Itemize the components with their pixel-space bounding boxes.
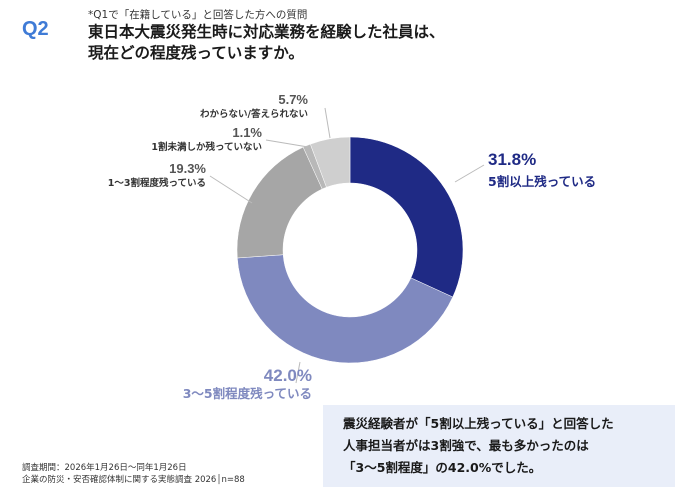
question-number: Q2 xyxy=(22,18,49,40)
donut-slice xyxy=(237,254,454,364)
survey-period: 調査期間：2026年1月26日～同年1月26日 xyxy=(22,463,187,473)
summary-line-3: 「3～5割程度」の42.0%でした。 xyxy=(343,460,542,475)
leader-line xyxy=(295,361,301,384)
leader-line xyxy=(265,139,309,148)
slice-value-label: 5.7% xyxy=(278,92,308,107)
title-line-1: 東日本大震災発生時に対応業務を経験した社員は、 xyxy=(88,23,445,41)
chart-title: 東日本大震災発生時に対応業務を経験した社員は、 現在どの程度残っていますか。 xyxy=(88,22,445,64)
slice-value-label: 31.8% xyxy=(488,150,536,169)
summary-box: 震災経験者が「5割以上残っている」と回答した 人事担当者がは3割強で、最も多かっ… xyxy=(323,405,675,487)
leader-line xyxy=(209,175,253,204)
slice-category-label: 3～5割程度残っている xyxy=(183,386,312,401)
slice-category-label: 1～3割程度残っている xyxy=(108,177,206,189)
slice-category-label: 5割以上残っている xyxy=(488,174,596,189)
question-note: *Q1で「在籍している」と回答した方への質問 xyxy=(88,9,308,21)
summary-line-1: 震災経験者が「5割以上残っている」と回答した xyxy=(343,416,614,431)
leader-line xyxy=(324,107,331,139)
summary-line-2: 人事担当者がは3割強で、最も多かったのは xyxy=(343,438,589,453)
slice-category-label: わからない/答えられない xyxy=(200,108,308,120)
slice-value-label: 1.1% xyxy=(232,125,262,140)
slice-category-label: 1割未満しか残っていない xyxy=(151,141,262,153)
donut-slice xyxy=(236,146,323,259)
footer: 調査期間：2026年1月26日～同年1月26日 企業の防災・安否確認体制に関する… xyxy=(22,462,245,486)
slice-value-label: 42.0% xyxy=(264,366,312,385)
leader-line xyxy=(454,164,485,183)
donut-slice xyxy=(349,136,464,298)
slice-value-label: 19.3% xyxy=(169,161,206,176)
title-line-2: 現在どの程度残っていますか。 xyxy=(88,44,304,62)
donut-slice xyxy=(310,136,351,188)
survey-name: 企業の防災・安否確認体制に関する実態調査 2026│n=88 xyxy=(22,475,245,485)
